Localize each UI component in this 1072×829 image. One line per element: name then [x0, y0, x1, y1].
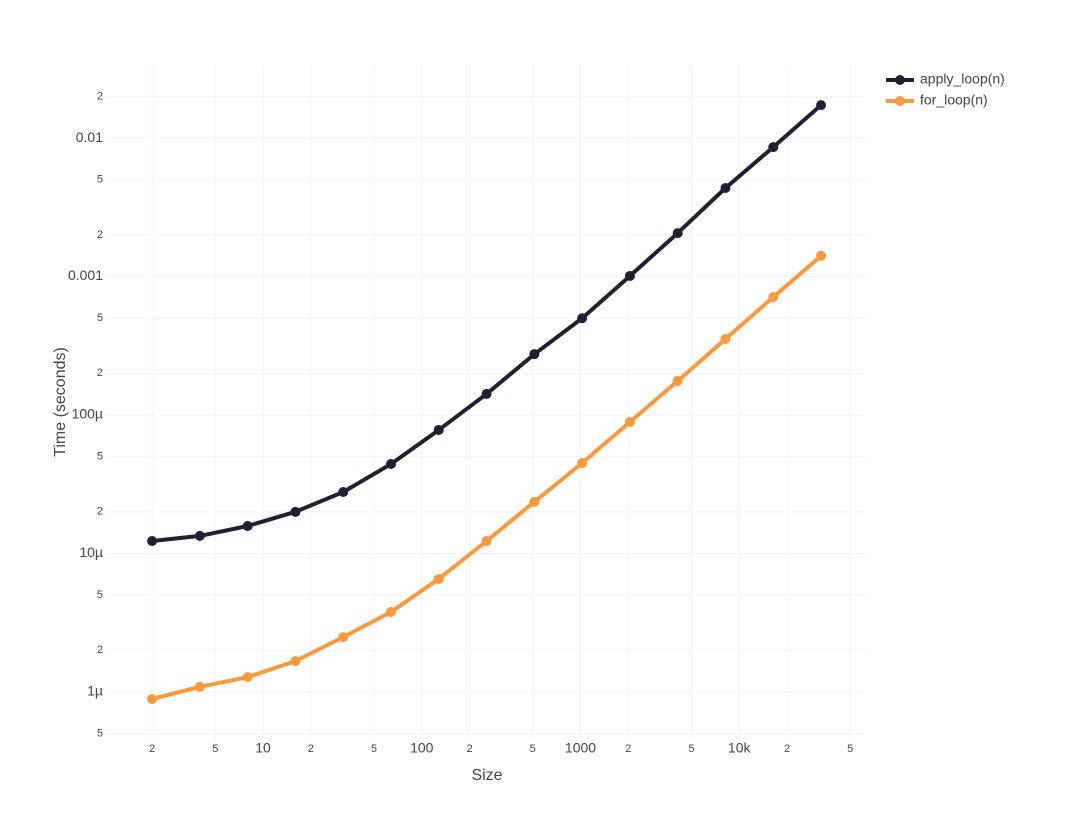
point [481, 388, 492, 399]
legend-label: apply_loop(n) [920, 71, 1005, 87]
x-tick-label: 2 [466, 743, 472, 755]
y-tick-label: 0.01 [76, 129, 103, 145]
point [147, 536, 158, 547]
x-tick-label: 2 [149, 743, 155, 755]
point [338, 487, 349, 498]
point [194, 681, 205, 692]
point [768, 292, 779, 303]
point [433, 424, 444, 435]
point [242, 672, 253, 683]
point [338, 632, 349, 643]
point [386, 607, 397, 618]
point [768, 142, 779, 153]
y-tick-label: 10µ [79, 544, 103, 560]
point [147, 693, 158, 704]
x-tick-label: 5 [212, 743, 218, 755]
point [720, 333, 731, 344]
x-axis-label: Size [471, 767, 502, 784]
point [529, 496, 540, 507]
y-tick-label: 5 [97, 728, 103, 740]
point [290, 506, 301, 517]
x-tick-label: 5 [371, 743, 377, 755]
y-tick-label: 5 [97, 451, 103, 463]
point [290, 656, 301, 667]
y-tick-label: 100µ [72, 406, 103, 422]
y-tick-label: 0.001 [68, 267, 103, 283]
legend-label: for_loop(n) [920, 92, 988, 108]
point [577, 458, 588, 469]
point [624, 270, 635, 281]
x-tick-label: 100 [410, 740, 434, 756]
point [481, 536, 492, 547]
y-tick-label: 5 [97, 312, 103, 324]
x-tick-label: 2 [784, 743, 790, 755]
x-tick-label: 1000 [565, 740, 596, 756]
point [194, 530, 205, 541]
point [624, 417, 635, 428]
y-tick-label: 2 [97, 229, 103, 241]
point [433, 573, 444, 584]
y-tick-label: 2 [97, 506, 103, 518]
point [242, 520, 253, 531]
series-line [151, 254, 823, 701]
point [672, 228, 683, 239]
y-axis-label: Time (seconds) [52, 347, 69, 457]
legend-marker [895, 75, 905, 85]
x-tick-label: 2 [308, 743, 314, 755]
y-tick-label: 2 [97, 90, 103, 102]
x-tick-label: 10 [255, 740, 271, 756]
y-tick-label: 5 [97, 589, 103, 601]
point [816, 250, 827, 261]
point [577, 313, 588, 324]
x-tick-label: 5 [688, 743, 694, 755]
legend-marker [895, 96, 905, 106]
x-tick-label: 5 [530, 743, 536, 755]
series-line [151, 103, 823, 544]
x-tick-label: 2 [625, 743, 631, 755]
point [720, 182, 731, 193]
point [386, 458, 397, 469]
point [672, 376, 683, 387]
point [816, 100, 827, 111]
y-tick-label: 5 [97, 174, 103, 186]
x-tick-label: 10k [728, 740, 752, 756]
y-tick-label: 1µ [87, 683, 103, 699]
y-tick-label: 2 [97, 367, 103, 379]
x-tick-label: 5 [847, 743, 853, 755]
y-tick-label: 2 [97, 644, 103, 656]
point [529, 349, 540, 360]
